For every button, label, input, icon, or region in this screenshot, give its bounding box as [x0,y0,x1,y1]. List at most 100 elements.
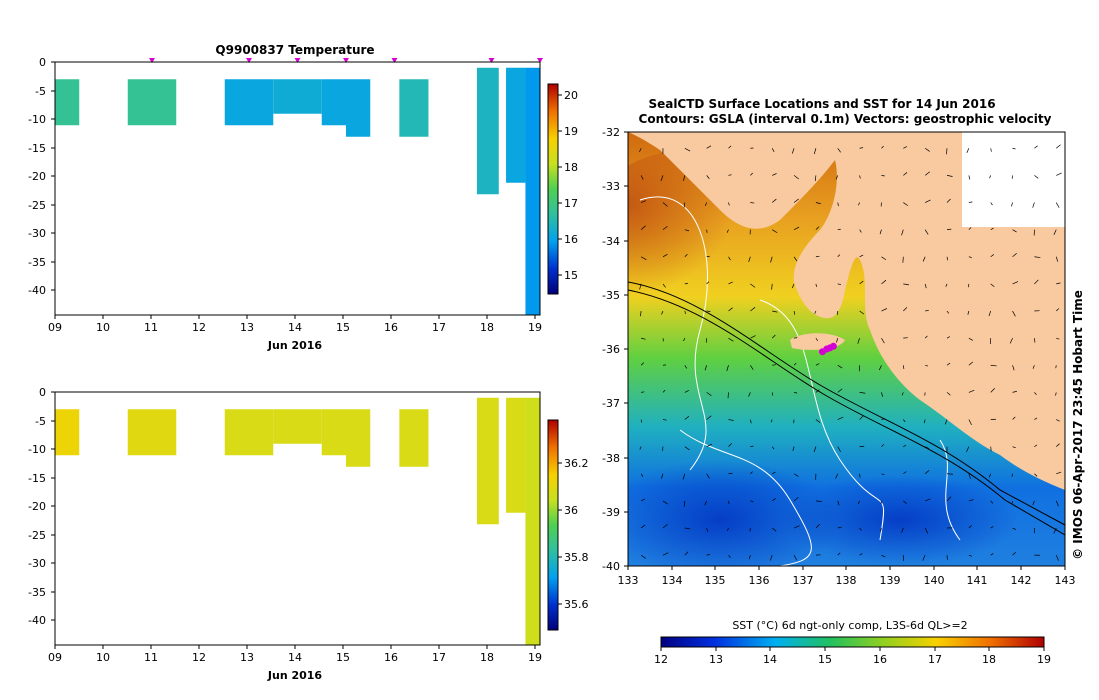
velocity-vector [706,415,712,420]
velocity-vector [859,553,863,556]
top-colorbar: 20 19 18 17 16 15 [547,83,578,295]
profile-marker [294,58,301,63]
velocity-vector [989,175,992,179]
velocity-vector [662,202,668,207]
velocity-vector [793,525,800,529]
velocity-vector [990,500,994,504]
map-x-tick: 134 [662,566,683,587]
top-cbar-tick: 19 [558,125,578,138]
velocity-vector [988,310,992,317]
top-y-tick-label: -10 [28,113,46,126]
velocity-vector [1034,338,1036,343]
velocity-vector [1034,444,1038,447]
velocity-vector [770,555,773,561]
velocity-vector [1056,308,1060,312]
top-y-tick-label: -30 [28,227,46,240]
top-x-tick-label: 16 [384,321,398,334]
bottom-x-tick: 12 [192,645,206,664]
bottom-x-tick-label: 09 [48,651,62,664]
velocity-vector [771,392,774,396]
velocity-vector [792,446,795,451]
velocity-vector [968,389,975,393]
map-y-tick: -34 [602,235,628,248]
top-cbar-tick: 20 [558,89,578,102]
velocity-vector [793,256,798,262]
profile-marker [537,58,543,63]
sst-cbar-tick: 16 [873,647,887,666]
velocity-vector [684,390,689,393]
bottom-y-axis: 0 -5 -10 -15 -20 -25 -30 -35 -40 [28,386,55,627]
velocity-vector [750,307,756,312]
bottom-x-tick-label: 19 [528,651,542,664]
velocity-vector [728,554,731,558]
top-y-tick: -30 [28,227,55,240]
bottom-y-tick: -35 [28,586,55,599]
velocity-vector [750,419,752,424]
sst-cbar-tick: 12 [654,647,668,666]
velocity-vector [683,175,686,181]
velocity-vector [968,419,972,426]
sst-cbar-tick: 17 [928,647,942,666]
velocity-vector [925,199,931,203]
velocity-vector [1012,552,1016,556]
velocity-vector [639,446,642,450]
top-cbar-tick-label: 17 [564,197,578,210]
bottom-x-tick-label: 11 [144,651,158,664]
velocity-vector [793,392,798,394]
top-x-tick: 15 [336,315,350,334]
bottom-cbar-tick: 36.2 [558,457,589,470]
velocity-vector [990,202,993,206]
velocity-vector [945,283,948,287]
bottom-x-tick: 13 [240,645,254,664]
sst-cbar-tick-label: 15 [818,653,832,666]
shelf-break-line [628,281,1065,526]
velocity-vector [1012,229,1017,233]
velocity-vector [967,310,970,315]
velocity-vector [662,523,668,529]
top-cbar-tick: 15 [558,269,578,282]
velocity-vector [793,473,799,477]
map-x-tick: 139 [880,566,901,587]
sst-cbar-tick: 18 [982,647,996,666]
heatmap-cell [346,409,371,467]
top-y-tick: -25 [28,199,55,212]
velocity-vector [639,148,642,153]
profile-marker [391,58,398,63]
velocity-vector [1034,175,1039,179]
heatmap-cell [273,79,322,114]
velocity-vector [881,256,887,261]
velocity-vector [727,392,729,399]
sst-cbar-tick: 13 [709,647,723,666]
top-x-tick-label: 12 [192,321,206,334]
velocity-vector [944,419,948,425]
velocity-vector [706,145,712,149]
map-y-tick: -32 [602,126,628,139]
top-x-tick-label: 14 [288,321,302,334]
velocity-vector [990,148,992,152]
sst-cbar-tick-label: 13 [709,653,723,666]
velocity-vector [968,525,972,529]
velocity-vector [793,496,799,502]
top-x-tick-label: 13 [240,321,254,334]
velocity-vector [946,392,951,396]
velocity-vector [925,498,931,502]
velocity-vector [990,227,994,230]
velocity-vector [1034,392,1037,396]
velocity-vector [968,361,974,366]
velocity-vector [835,175,839,180]
map-title-line2: Contours: GSLA (interval 0.1m) Vectors: … [639,112,1052,126]
velocity-vector [815,255,820,258]
map-panel: SealCTD Surface Locations and SST for 14… [602,97,1085,666]
velocity-vector [772,471,776,475]
bottom-y-tick-label: -5 [35,415,46,428]
velocity-vector [990,388,996,393]
velocity-vector [1056,282,1061,285]
heatmap-cell [224,79,274,126]
bottom-x-tick: 11 [144,645,158,664]
heatmap-cell [127,409,177,456]
velocity-vector [924,229,929,235]
map-y-tick: -39 [602,506,628,519]
top-x-tick: 10 [96,315,110,334]
heatmap-cell [506,397,526,513]
sst-cbar-tick: 14 [763,647,777,666]
